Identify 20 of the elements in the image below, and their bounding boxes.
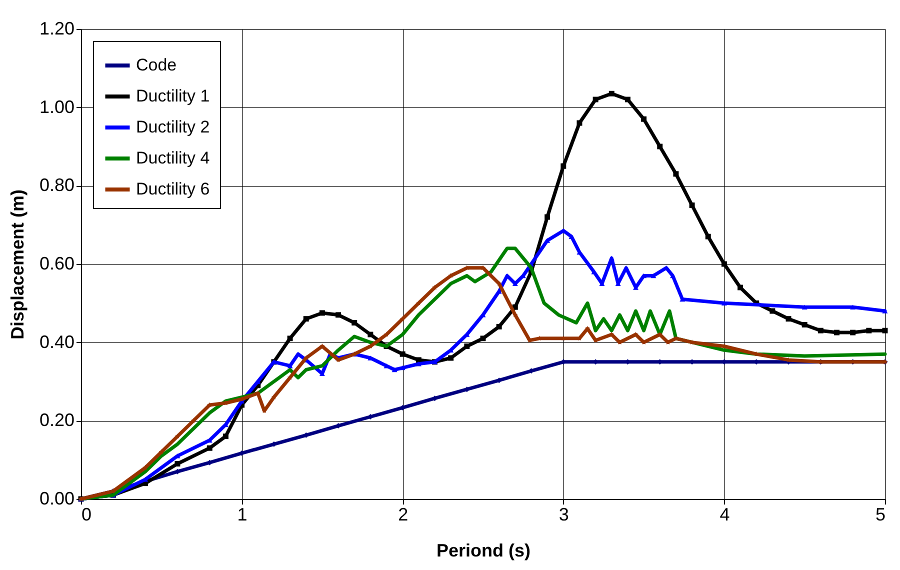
legend-label: Ductility 2 xyxy=(136,118,210,136)
legend-label: Ductility 1 xyxy=(136,86,210,106)
y-tick-label: 1.20 xyxy=(39,18,74,38)
x-tick-label: 3 xyxy=(558,504,569,524)
x-axis-title: Periond (s) xyxy=(436,540,531,560)
legend-label: Ductility 4 xyxy=(136,148,210,168)
y-axis-title: Displacement (m) xyxy=(7,189,28,340)
legend-label: Code xyxy=(136,56,177,74)
y-tick-label: 0.80 xyxy=(39,175,74,196)
x-tick-label: 5 xyxy=(875,504,886,524)
legend-label: Ductility 6 xyxy=(136,180,210,198)
x-tick-label: 2 xyxy=(398,504,408,524)
y-tick-label: 0.60 xyxy=(39,254,74,274)
x-tick-label: 0 xyxy=(82,504,92,524)
y-tick-label: 0.00 xyxy=(39,488,74,508)
x-tick-label: 1 xyxy=(237,504,248,524)
y-tick-label: 1.00 xyxy=(39,96,74,117)
y-tick-label: 0.20 xyxy=(39,410,74,430)
x-tick-label: 4 xyxy=(720,504,730,524)
y-tick-label: 0.40 xyxy=(39,332,74,352)
